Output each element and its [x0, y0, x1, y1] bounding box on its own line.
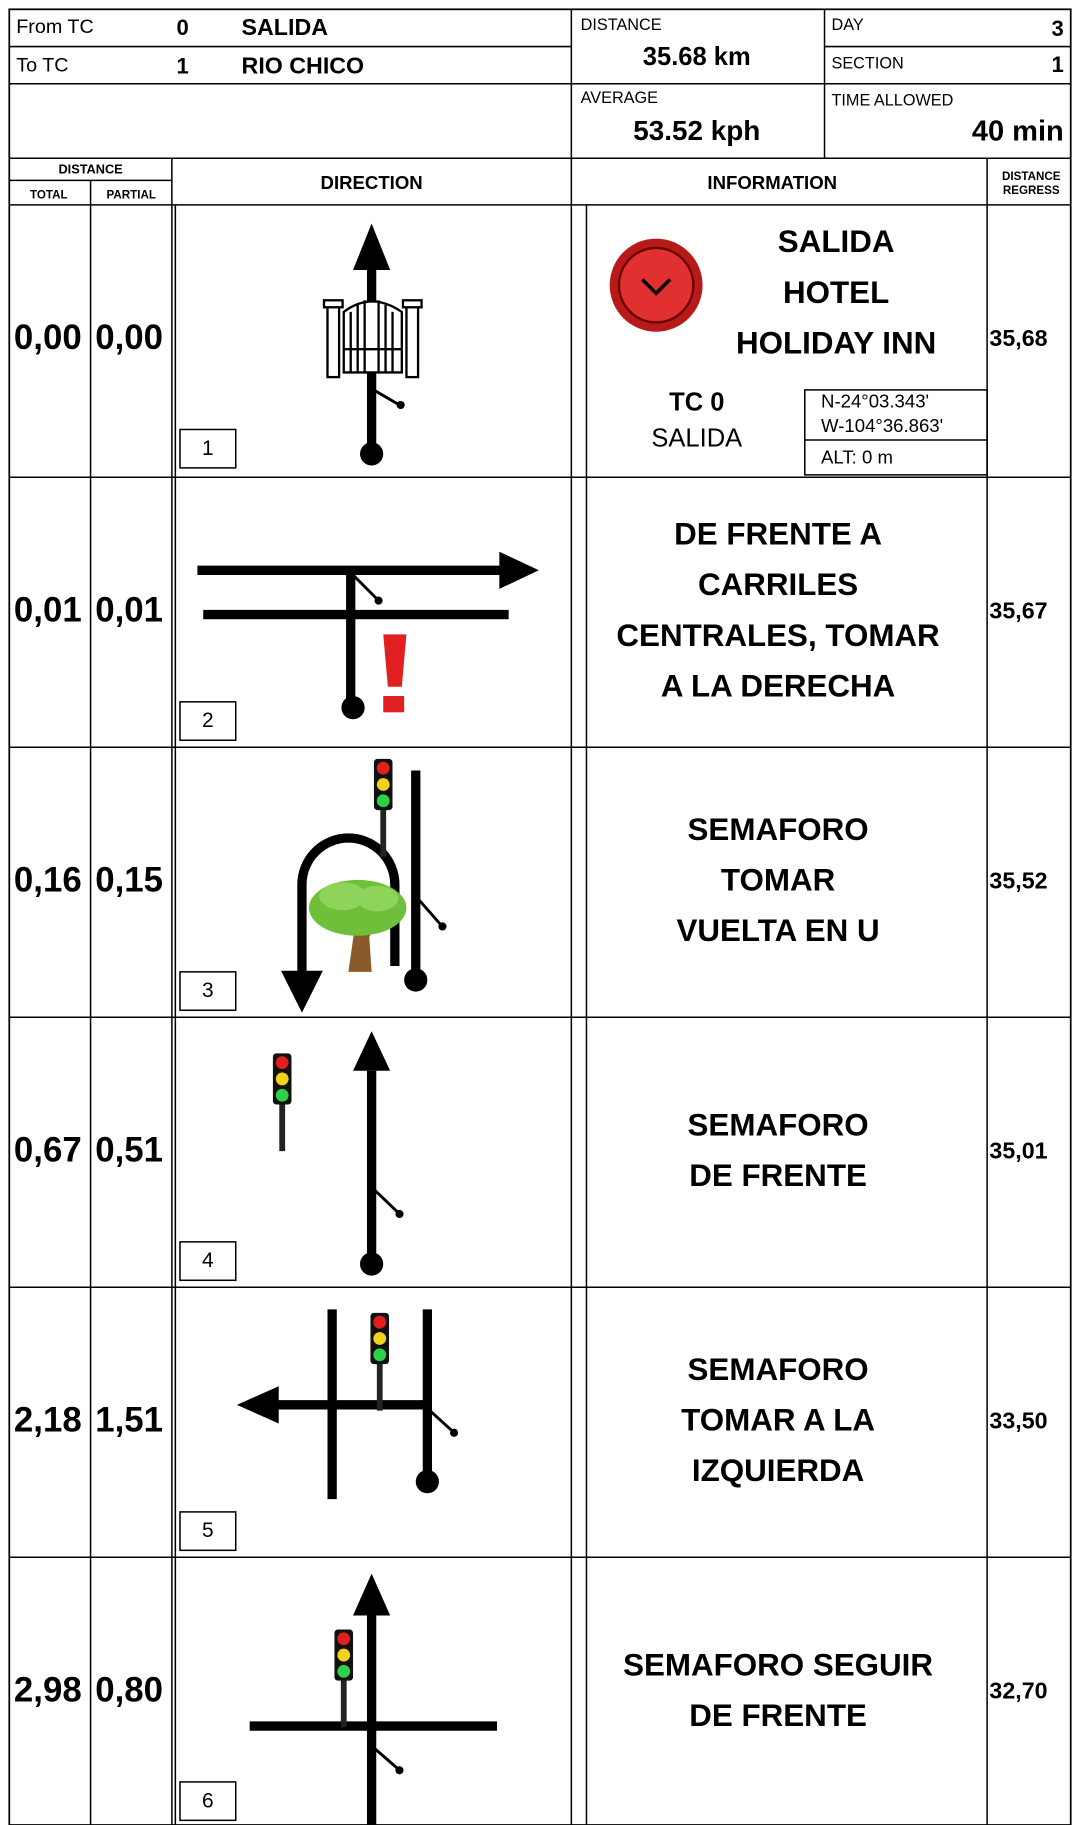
tc-label: TC 0 — [669, 389, 724, 417]
info-line: SEMAFORO — [688, 1352, 869, 1387]
distance-regress: 33,50 — [989, 1407, 1047, 1433]
info-line: IZQUIERDA — [692, 1453, 864, 1488]
lamp — [373, 1315, 387, 1329]
col-regress: DISTANCE — [1002, 170, 1061, 183]
partial-distance: 0,15 — [95, 860, 163, 899]
col-information: INFORMATION — [707, 172, 837, 193]
distance-regress: 35,52 — [989, 867, 1047, 893]
step-number: 2 — [202, 709, 214, 732]
to-name: RIO CHICO — [242, 53, 365, 79]
step-number: 4 — [202, 1249, 214, 1272]
lamp — [337, 1648, 351, 1662]
partial-distance: 1,51 — [95, 1400, 163, 1439]
distance-regress: 35,01 — [989, 1137, 1047, 1163]
tc-name: SALIDA — [651, 425, 742, 453]
distance-regress: 35,68 — [989, 325, 1047, 351]
info-line: DE FRENTE — [689, 1698, 867, 1733]
partial-distance: 0,00 — [95, 318, 163, 357]
average-label: AVERAGE — [581, 89, 659, 107]
day-label: DAY — [831, 16, 863, 34]
info-line: SEMAFORO — [688, 1107, 869, 1142]
col-total: TOTAL — [30, 189, 68, 202]
coordinate: W-104°36.863' — [821, 415, 943, 436]
lamp — [337, 1664, 351, 1678]
from-name: SALIDA — [242, 14, 329, 40]
step-box — [179, 971, 237, 1012]
lamp — [376, 761, 390, 775]
info-line: TOMAR — [721, 863, 836, 898]
info-line: DE FRENTE A — [674, 517, 882, 552]
step-box — [179, 1241, 237, 1282]
roadbook-content: From TC 0 SALIDA To TC 1 RIO CHICO DISTANCE 35.… — [8, 8, 1072, 1825]
total-distance: 0,16 — [14, 860, 82, 899]
step-number: 3 — [202, 979, 214, 1002]
info-line: VUELTA EN U — [677, 913, 880, 948]
info-line: SALIDA — [778, 224, 895, 259]
distance-value: 35.68 km — [643, 43, 751, 71]
altitude: ALT: 0 m — [821, 446, 893, 467]
to-label: To TC — [16, 55, 68, 77]
step-box — [179, 1511, 237, 1552]
lamp — [373, 1348, 387, 1362]
lamp — [337, 1632, 351, 1646]
col-partial: PARTIAL — [107, 189, 156, 202]
col-direction: DIRECTION — [321, 172, 423, 193]
grid-lines — [9, 9, 1071, 1825]
partial-distance: 0,80 — [95, 1671, 163, 1710]
partial-distance: 0,51 — [95, 1130, 163, 1169]
section-label: SECTION — [831, 54, 903, 72]
step-box — [179, 428, 237, 469]
from-number: 0 — [177, 15, 189, 40]
direction-icons — [197, 223, 988, 1825]
info-line: HOLIDAY INN — [736, 325, 936, 360]
partial-distance: 0,01 — [95, 590, 163, 629]
lamp — [275, 1088, 289, 1102]
total-distance: 0,67 — [14, 1130, 82, 1169]
distance-regress: 35,67 — [989, 597, 1047, 623]
section-value: 1 — [1051, 52, 1063, 77]
distance-label: DISTANCE — [581, 16, 662, 34]
time-label: TIME ALLOWED — [831, 92, 953, 110]
lamp — [376, 794, 390, 808]
total-distance: 2,18 — [14, 1400, 82, 1439]
to-number: 1 — [177, 53, 189, 78]
lamp — [376, 778, 390, 791]
info-line: CENTRALES, TOMAR — [616, 618, 940, 653]
info-line: SEMAFORO — [688, 812, 869, 847]
step-number: 1 — [202, 437, 214, 460]
coordinate: N-24°03.343' — [821, 391, 929, 412]
step-number: 5 — [202, 1519, 214, 1542]
lamp — [275, 1056, 289, 1070]
step-box — [179, 701, 237, 741]
info-line: TOMAR A LA — [681, 1403, 875, 1438]
time-value: 40 min — [972, 115, 1064, 147]
info-line: DE FRENTE — [689, 1158, 867, 1193]
average-value: 53.52 kph — [633, 115, 760, 146]
step-box — [179, 1781, 237, 1822]
step-number: 6 — [202, 1789, 214, 1812]
lamp — [275, 1072, 289, 1086]
outer-border — [8, 8, 1072, 1825]
lamp — [373, 1332, 387, 1345]
info-line: HOTEL — [783, 275, 889, 310]
from-label: From TC — [16, 16, 93, 38]
total-distance: 0,01 — [14, 590, 82, 629]
info-line: A LA DERECHA — [661, 668, 895, 703]
total-distance: 0,00 — [14, 318, 82, 357]
col-regress: REGRESS — [1003, 184, 1060, 197]
day-value: 3 — [1051, 16, 1063, 41]
info-line: SEMAFORO SEGUIR — [623, 1647, 933, 1682]
info-line: CARRILES — [698, 567, 858, 602]
distance-regress: 32,70 — [989, 1677, 1047, 1703]
col-distance: DISTANCE — [58, 161, 123, 176]
total-distance: 2,98 — [14, 1671, 82, 1710]
